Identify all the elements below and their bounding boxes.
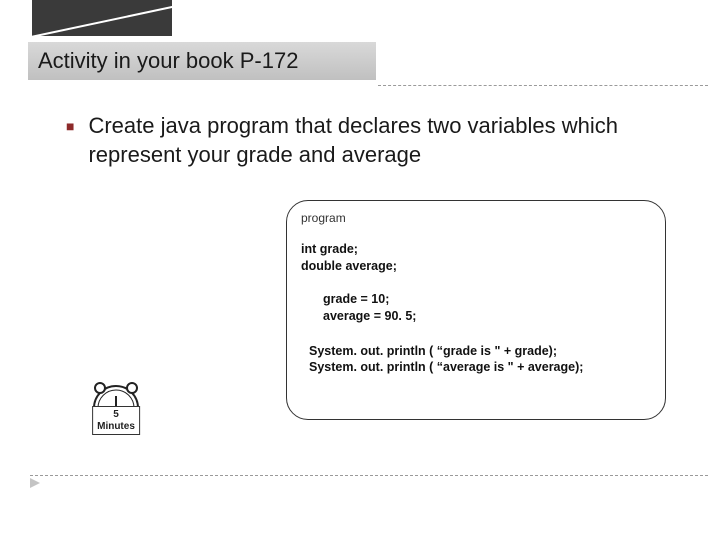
code-label: program xyxy=(301,211,651,225)
code-decl-1: int grade; xyxy=(301,241,651,258)
timer-value: 5 xyxy=(113,409,119,420)
timer-unit: Minutes xyxy=(97,421,135,432)
slide-title-bar: Activity in your book P-172 xyxy=(28,42,376,80)
timer-label: 5 Minutes xyxy=(92,406,140,435)
bullet-marker: ■ xyxy=(66,118,74,134)
content-area: ■ Create java program that declares two … xyxy=(66,112,690,169)
bullet-item: ■ Create java program that declares two … xyxy=(66,112,690,169)
code-assign-1: grade = 10; xyxy=(323,291,651,308)
title-decoration xyxy=(32,0,172,36)
code-decl-2: double average; xyxy=(301,258,651,275)
slide-title: Activity in your book P-172 xyxy=(38,48,298,73)
bullet-text: Create java program that declares two va… xyxy=(88,112,690,169)
divider-bottom xyxy=(30,475,708,476)
code-print-1: System. out. println ( “grade is " + gra… xyxy=(309,343,651,360)
timer: 5 Minutes xyxy=(84,376,148,454)
code-print-2: System. out. println ( “average is " + a… xyxy=(309,359,651,376)
divider-top xyxy=(378,85,708,86)
arrow-icon xyxy=(30,478,40,488)
code-box: program int grade; double average; grade… xyxy=(286,200,666,420)
code-assign-2: average = 90. 5; xyxy=(323,308,651,325)
